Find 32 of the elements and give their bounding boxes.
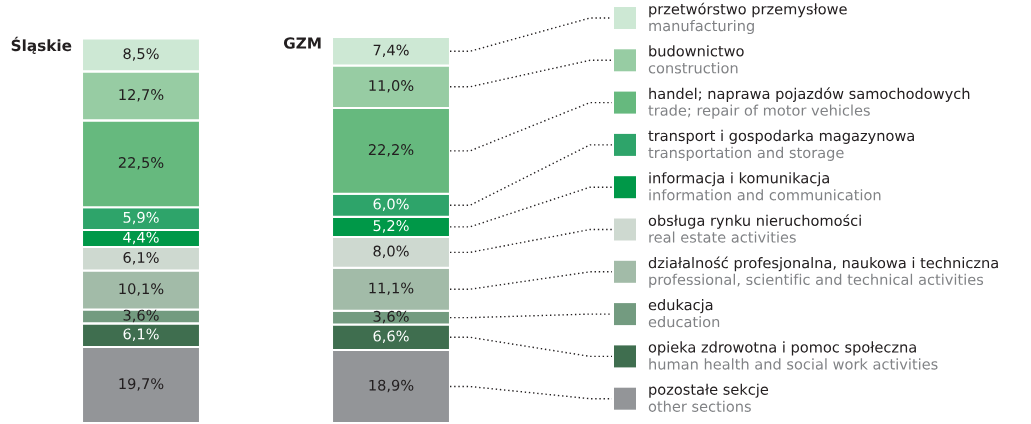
x-tick-label: Śląskie (11, 36, 72, 54)
x-tick-label: GZM (283, 37, 321, 49)
data-label: 11,1% (369, 282, 414, 295)
legend-label: transport i gospodarka magazynowa transportation and storage (648, 129, 914, 161)
legend-label: handel; naprawa pojazdów samochodowych trade; repair of motor vehicles (648, 87, 970, 119)
data-label: 19,7% (119, 378, 164, 391)
legend-label: opieka zdrowotna i pomoc społeczna human health and social work activities (648, 341, 938, 370)
data-label: 18,9% (369, 379, 414, 393)
legend-label: pozostałe sekcje other sections (648, 383, 769, 412)
data-label: 6,1% (123, 251, 159, 265)
data-label: 6,0% (373, 198, 409, 212)
data-label: 10,1% (119, 283, 164, 296)
data-label: 5,2% (373, 220, 409, 233)
data-label: 5,9% (123, 211, 159, 225)
data-label: 8,5% (123, 48, 159, 61)
data-label: 6,1% (123, 328, 159, 341)
data-label: 6,6% (373, 330, 409, 344)
legend-label: obsługa rynku nieruchomości real estate activities (648, 214, 861, 243)
data-label: 4,4% (123, 231, 159, 245)
data-label: 11,0% (369, 79, 414, 93)
data-label: 3,6% (123, 309, 159, 323)
data-label: 22,5% (118, 157, 164, 170)
data-label: 22,2% (368, 144, 414, 157)
data-label: 8,0% (373, 245, 409, 259)
data-label: 3,6% (373, 310, 409, 324)
data-label: 7,4% (373, 44, 409, 57)
legend-label: budownictwo construction (648, 45, 744, 74)
legend-label: działalność profesjonalna, naukowa i techniczna professional, scientific and technical activities (648, 256, 998, 288)
legend-label: przetwórstwo przemysłowe manufacturing (649, 2, 847, 35)
legend-label: informacja i komunikacja information and communication (649, 172, 881, 201)
legend-label: edukacja education (648, 299, 720, 328)
data-label: 12,7% (119, 89, 164, 102)
